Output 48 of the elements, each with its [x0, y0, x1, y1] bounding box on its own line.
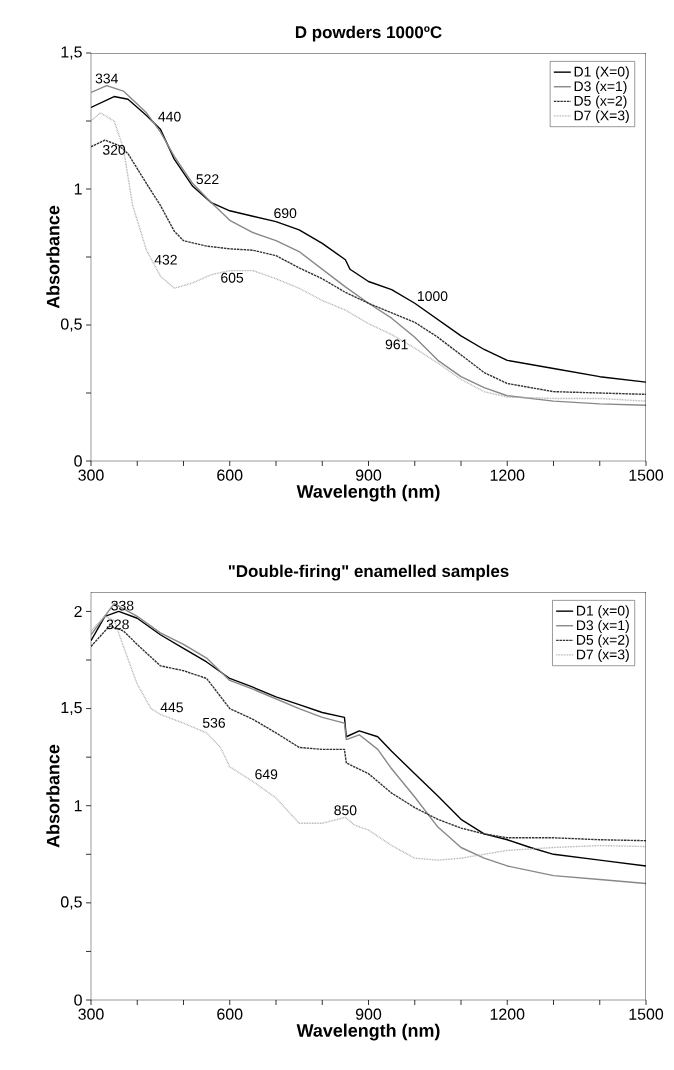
y-tick-label: 1,5: [61, 46, 82, 60]
legend-label: D5 (x=2): [576, 634, 629, 648]
x-axis-title: Wavelength (nm): [296, 484, 440, 502]
legend-label: D3 (x=1): [574, 80, 627, 94]
y-axis-title: Absorbance: [46, 744, 60, 848]
x-tick-label: 1500: [629, 469, 664, 481]
x-tick-label: 1200: [490, 469, 525, 481]
annotation: 961: [385, 339, 408, 350]
y-tick-label: 0: [74, 455, 82, 467]
y-tick-label: 1: [74, 183, 82, 195]
annotation: 850: [334, 805, 357, 816]
annotation: 649: [255, 769, 278, 780]
annotation: 536: [202, 717, 225, 728]
y-tick-label: 1: [74, 800, 82, 812]
legend-label: D3 (x=1): [576, 619, 629, 633]
legend-label: D7 (x=3): [576, 649, 629, 663]
legend-label: D1 (x=0): [576, 605, 629, 619]
chart-title: "Double-firing" enamelled samples: [228, 564, 509, 581]
y-tick-label: 0: [74, 994, 82, 1006]
annotation: 432: [154, 254, 177, 265]
y-tick-label: 0,5: [60, 318, 82, 332]
x-tick-label: 900: [355, 469, 382, 481]
x-tick-label: 300: [78, 1008, 104, 1020]
x-tick-label: 900: [355, 1008, 382, 1020]
annotation: 605: [221, 272, 244, 283]
annotation: 1000: [418, 291, 448, 302]
x-tick-label: 1500: [629, 1008, 664, 1020]
annotation: 338: [111, 600, 134, 611]
annotation: 334: [95, 73, 118, 84]
y-axis-title: Absorbance: [46, 205, 60, 309]
annotation: 328: [106, 619, 129, 630]
chart-title: D powders 1000ºC: [295, 25, 442, 42]
x-tick-label: 600: [217, 1008, 243, 1020]
annotation: 320: [102, 144, 126, 155]
annotation: 445: [160, 702, 183, 713]
x-tick-label: 600: [217, 469, 243, 481]
legend-label: D1 (X=0): [574, 66, 629, 80]
y-tick-label: 0,5: [60, 896, 82, 910]
annotation: 440: [158, 111, 181, 122]
legend-label: D5 (x=2): [574, 95, 627, 109]
x-axis-title: Wavelength (nm): [296, 1023, 440, 1041]
annotation: 690: [274, 208, 297, 219]
x-tick-label: 300: [78, 469, 104, 481]
y-tick-label: 2: [74, 605, 82, 617]
y-tick-label: 1,5: [61, 702, 82, 716]
annotation: 522: [196, 174, 219, 185]
x-tick-label: 1200: [490, 1008, 525, 1020]
legend-label: D7 (X=3): [574, 110, 629, 124]
